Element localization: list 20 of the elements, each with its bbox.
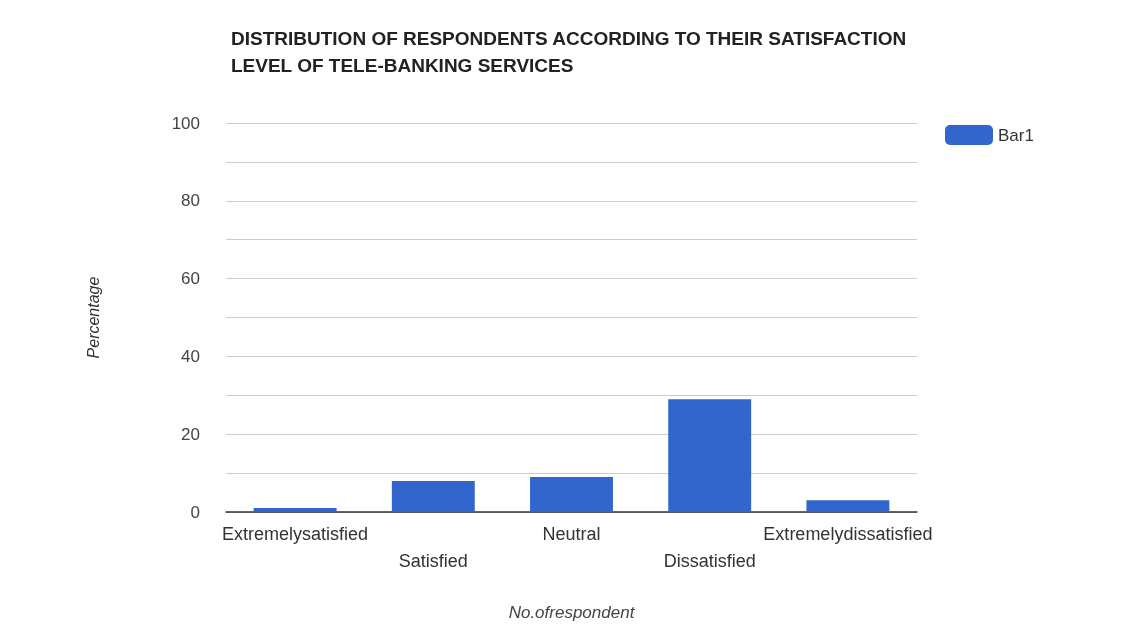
bar [530, 476, 613, 512]
bar [806, 500, 890, 512]
x-tick-label: Extremelydissatisfied [763, 523, 933, 544]
bar [391, 480, 475, 512]
y-tick-label: 60 [181, 269, 200, 289]
bar [668, 399, 752, 512]
y-tick-label: 100 [171, 113, 200, 133]
y-tick-label: 20 [181, 424, 200, 444]
chart-title: DISTRIBUTION OF RESPONDENTS ACCORDING TO THEIR SATISFACTION LEVEL OF TELE-BANKING SERVICES [231, 28, 912, 76]
y-axis-title: Percentage [84, 276, 102, 359]
x-tick-label: Extremelysatisfied [222, 523, 369, 544]
legend-label: Bar1 [998, 125, 1034, 145]
x-tick-label: Satisfied [398, 550, 468, 571]
y-tick-label: 0 [190, 502, 200, 522]
x-axis-title: No.ofrespondent [508, 603, 636, 622]
bar [253, 508, 337, 512]
y-tick-label: 80 [181, 191, 200, 211]
y-tick-label: 40 [181, 346, 200, 366]
x-tick-label: Neutral [542, 523, 601, 544]
x-tick-label: Dissatisfied [663, 550, 756, 571]
